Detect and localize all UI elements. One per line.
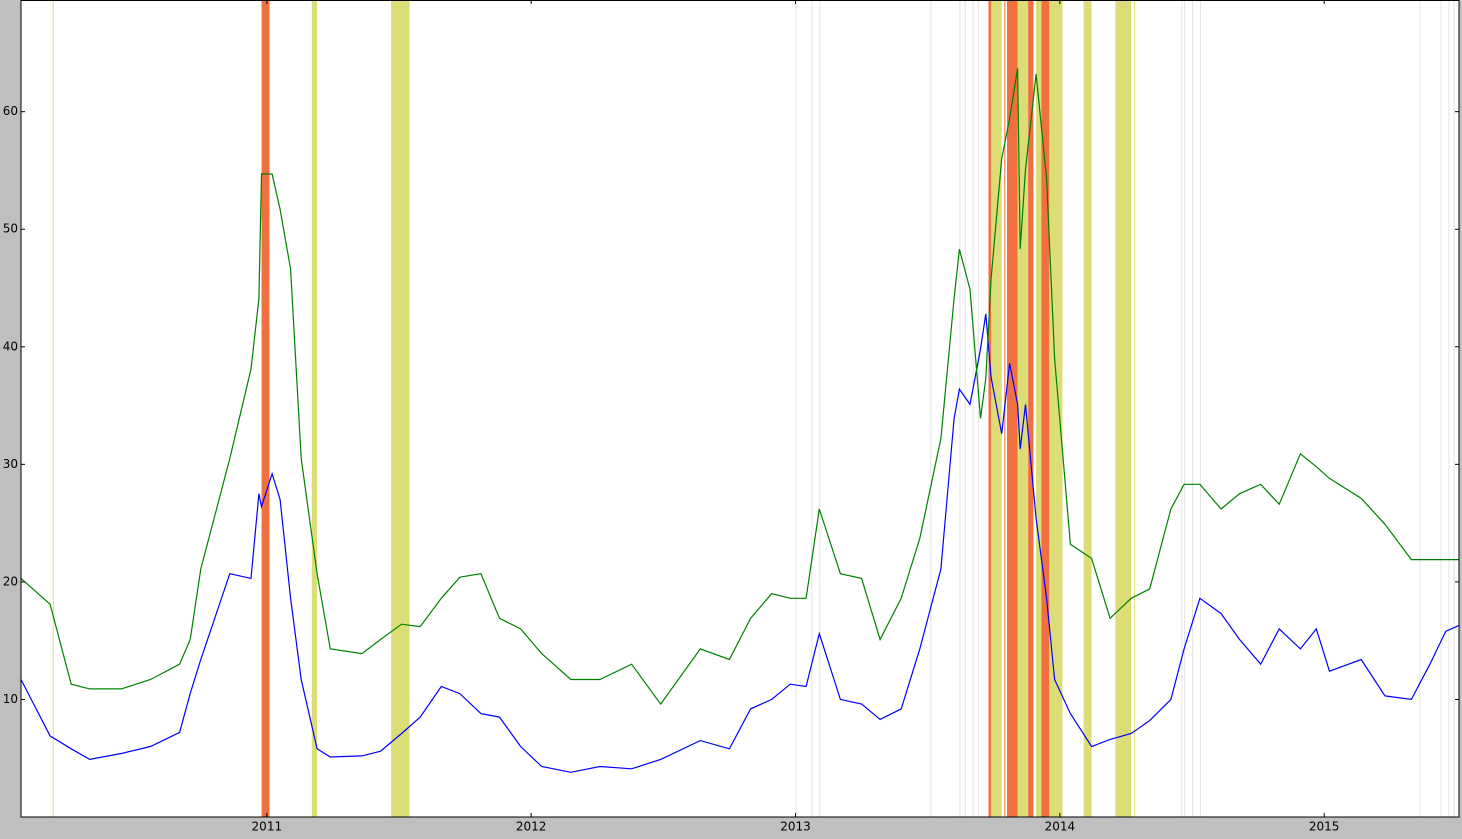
y-tick-label: 60 (3, 104, 18, 118)
x-tick-label: 2012 (516, 820, 547, 834)
span (311, 0, 318, 817)
y-tick-label: 40 (3, 339, 18, 353)
y-tick-label: 30 (3, 457, 18, 471)
x-tick-label: 2013 (780, 820, 811, 834)
y-tick-label: 50 (3, 222, 18, 236)
plot-area (20, 0, 1460, 818)
span (52, 0, 54, 817)
span (1036, 0, 1042, 817)
span (959, 0, 961, 817)
span (988, 0, 992, 817)
span (964, 0, 966, 817)
span (1419, 0, 1421, 817)
span (819, 0, 821, 817)
y-tick-label: 20 (3, 574, 18, 588)
span (795, 0, 797, 817)
span (1199, 0, 1201, 817)
series-line (20, 313, 1460, 773)
span (811, 0, 813, 817)
series-line (20, 68, 1459, 706)
span (1083, 0, 1092, 817)
span (1184, 0, 1186, 817)
span (261, 0, 270, 817)
span (1006, 0, 1018, 817)
x-tick-label: 2015 (1309, 820, 1340, 834)
span (1041, 0, 1050, 817)
span (1440, 0, 1442, 817)
span (1453, 0, 1455, 817)
span (930, 0, 932, 817)
span (1181, 0, 1183, 817)
span (1049, 0, 1063, 817)
plot-frame (20, 0, 1460, 818)
x-tick-label: 2014 (1045, 820, 1076, 834)
span (391, 0, 410, 817)
span (1028, 0, 1034, 817)
span (977, 0, 979, 817)
x-tick-label: 2011 (252, 820, 283, 834)
span (1192, 0, 1194, 817)
y-tick-label: 10 (3, 692, 18, 706)
span (1133, 0, 1135, 817)
span (1448, 0, 1450, 817)
span (972, 0, 974, 817)
span (1115, 0, 1132, 817)
span (1017, 0, 1029, 817)
